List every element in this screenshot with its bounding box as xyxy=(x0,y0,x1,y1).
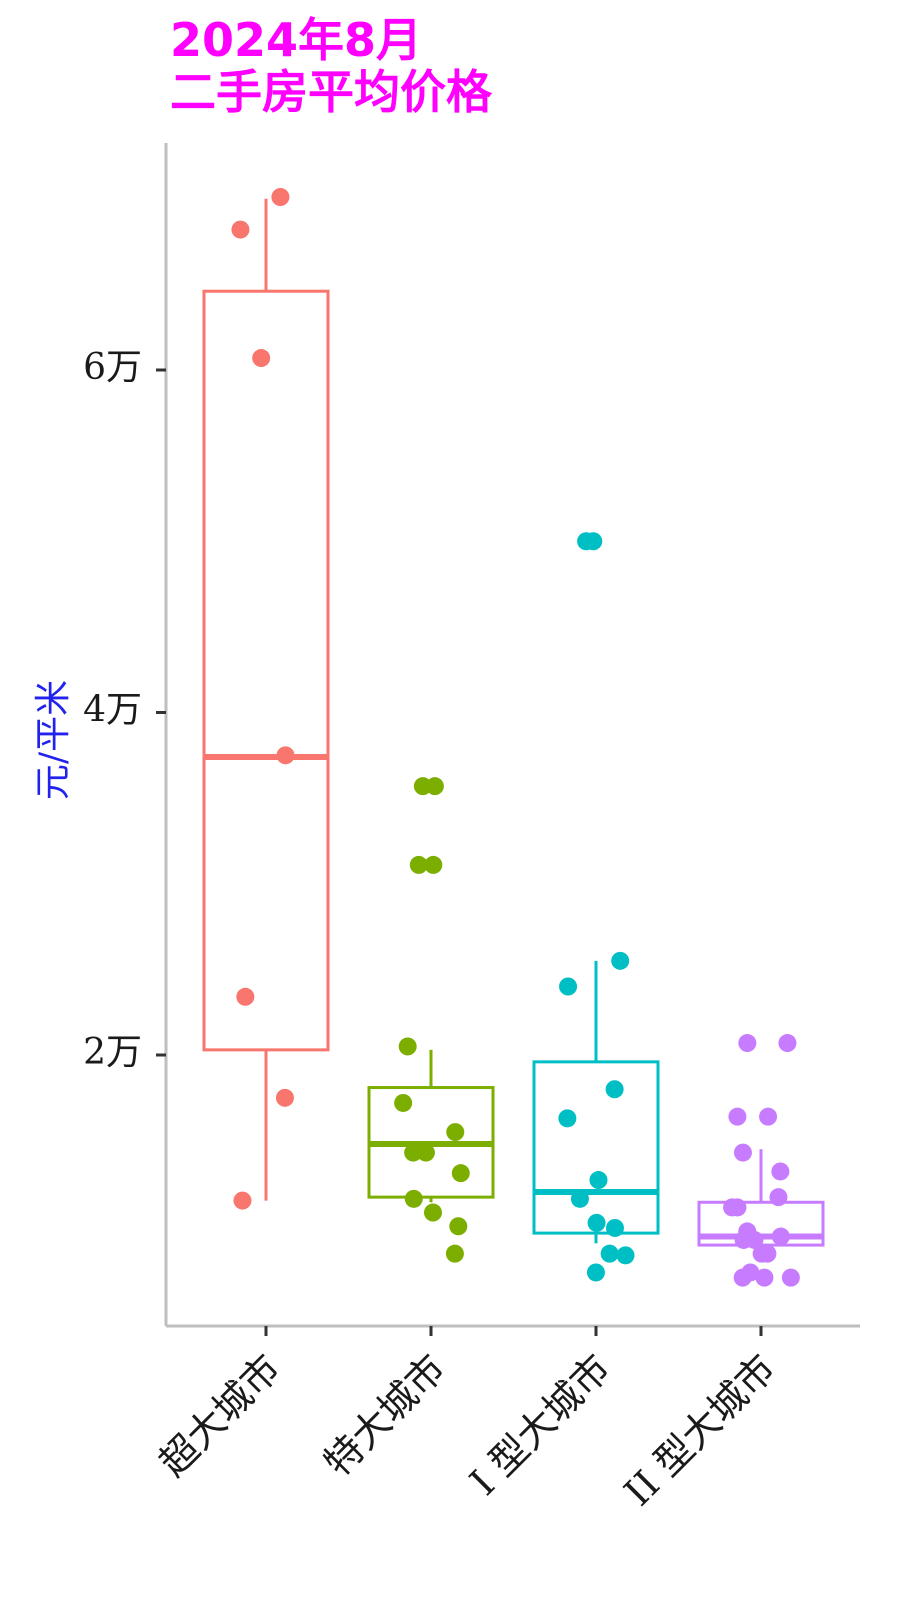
data-point xyxy=(769,1188,788,1207)
x-category-label: 超大城市 xyxy=(150,1346,289,1485)
data-point xyxy=(745,1230,764,1249)
data-point xyxy=(233,1191,252,1210)
data-point xyxy=(728,1198,747,1217)
data-point xyxy=(424,855,443,874)
x-category-label: 特大城市 xyxy=(315,1346,454,1485)
data-point xyxy=(586,1263,605,1282)
data-point xyxy=(231,220,250,239)
data-point xyxy=(733,1268,752,1287)
data-point xyxy=(445,1244,464,1263)
data-point xyxy=(600,1244,619,1263)
data-point xyxy=(611,951,630,970)
chart-title-line-1: 2024年8月 xyxy=(170,13,423,67)
data-point xyxy=(605,1218,624,1237)
data-points xyxy=(231,188,800,1287)
box-3 xyxy=(532,960,660,1244)
data-point xyxy=(570,1189,589,1208)
data-point xyxy=(558,1109,577,1128)
data-point xyxy=(577,532,596,551)
box-1 xyxy=(202,198,330,1201)
y-tick-label: 2万 xyxy=(83,1032,142,1073)
data-point xyxy=(589,1171,608,1190)
boxes xyxy=(202,198,825,1247)
data-point xyxy=(404,1143,423,1162)
data-point xyxy=(778,1034,797,1053)
iqr-box xyxy=(202,289,330,1052)
data-point xyxy=(771,1162,790,1181)
y-tick-labels: 2万 4万 6万 xyxy=(83,347,142,1073)
x-category-label: I 型大城市 xyxy=(461,1346,619,1504)
data-point xyxy=(449,1217,468,1236)
data-point xyxy=(413,777,432,796)
y-tick-label: 4万 xyxy=(83,690,142,731)
data-point xyxy=(252,349,271,368)
data-point xyxy=(752,1244,771,1263)
data-point xyxy=(771,1227,790,1246)
chart-title-line-2: 二手房平均价格 xyxy=(170,65,492,119)
iqr-box xyxy=(532,1060,660,1235)
chart-title: 2024年8月 二手房平均价格 xyxy=(170,14,492,118)
axes xyxy=(156,143,860,1336)
data-point xyxy=(759,1107,778,1126)
data-point xyxy=(755,1268,774,1287)
data-point xyxy=(275,1088,294,1107)
box-4 xyxy=(697,1149,825,1247)
data-point xyxy=(451,1164,470,1183)
data-point xyxy=(236,987,255,1006)
data-point xyxy=(271,188,290,207)
data-point xyxy=(738,1034,757,1053)
data-point xyxy=(416,1143,435,1162)
data-point xyxy=(276,746,295,765)
data-point xyxy=(394,1093,413,1112)
data-point xyxy=(587,1213,606,1232)
data-point xyxy=(404,1189,423,1208)
data-point xyxy=(423,1203,442,1222)
data-point xyxy=(446,1123,465,1142)
box-2 xyxy=(367,1049,495,1203)
data-point xyxy=(781,1268,800,1287)
data-point xyxy=(398,1037,417,1056)
data-point xyxy=(733,1143,752,1162)
data-point xyxy=(605,1080,624,1099)
y-axis-label: 元/平米 xyxy=(33,680,74,800)
data-point xyxy=(728,1107,747,1126)
data-point xyxy=(616,1246,635,1265)
data-point xyxy=(559,977,578,996)
data-point xyxy=(409,855,428,874)
x-category-label: II 型大城市 xyxy=(616,1346,784,1514)
y-tick-label: 6万 xyxy=(83,347,142,388)
